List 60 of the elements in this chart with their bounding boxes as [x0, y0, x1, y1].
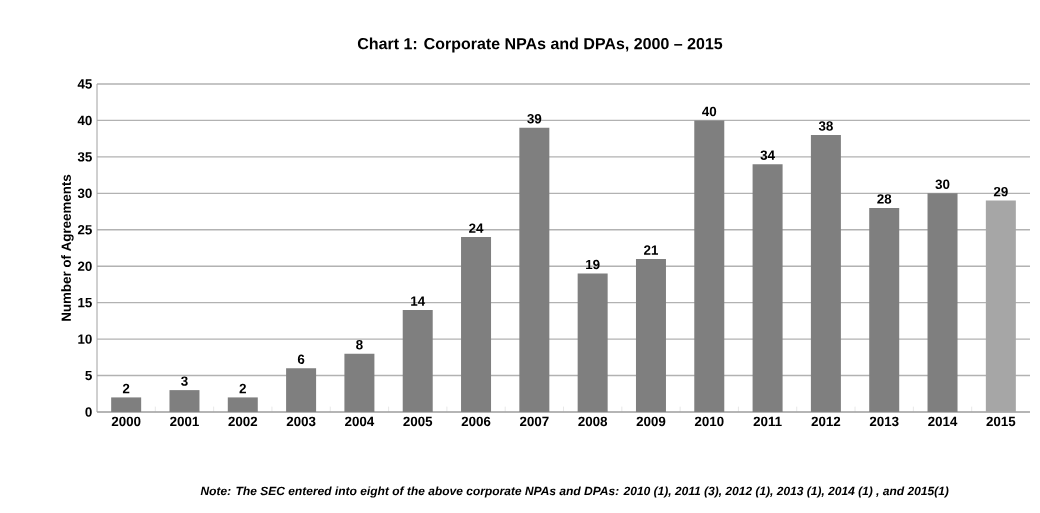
data-label: 8: [356, 339, 363, 350]
x-tick-label: 2005: [403, 416, 433, 427]
data-label: 2: [239, 383, 246, 394]
data-label: 29: [993, 186, 1008, 197]
x-tick-label: 2006: [461, 416, 491, 427]
bar: [169, 390, 200, 412]
data-label: 38: [818, 121, 833, 131]
bar: [519, 127, 550, 412]
x-tick-label: 2001: [170, 416, 199, 427]
data-label: 6: [297, 354, 305, 364]
x-tick-label: 2012: [811, 416, 841, 427]
data-label: 40: [702, 106, 717, 117]
data-label: 34: [760, 150, 775, 160]
bar: [927, 193, 958, 412]
y-tick-label: 0: [85, 407, 92, 417]
text: Note: The SEC entered into eight of the above corporate NPAs and DPAs: 2010 (1), 2011 (3), 2012 (1), 2013 (1), 2014 (1) , and 2015(1): [200, 486, 949, 498]
bar: [344, 353, 375, 412]
data-label: 28: [877, 194, 892, 204]
bar: [810, 135, 841, 412]
data-label: 21: [644, 245, 659, 255]
x-tick-label: 2000: [111, 416, 141, 427]
y-tick-label: 15: [78, 298, 92, 308]
bar: [227, 397, 258, 412]
y-tick-label: 30: [77, 188, 92, 199]
y-tick-label: 25: [77, 225, 92, 235]
bar: [461, 237, 492, 412]
x-tick-label: 2008: [578, 416, 608, 427]
chart-title: Chart 1: Corporate NPAs and DPAs, 2000 – 2015: [357, 37, 723, 53]
x-tick-label: 2010: [694, 416, 724, 427]
x-tick-label: 2015: [986, 416, 1016, 427]
bar: [111, 397, 142, 412]
x-tick-label: 2004: [345, 416, 375, 427]
y-axis-title: Number of Agreements: [61, 174, 74, 321]
bar: [869, 207, 900, 412]
bar: [635, 258, 666, 412]
x-tick-label: 2011: [753, 416, 782, 427]
x-tick-label: 2007: [519, 416, 549, 427]
data-label: 2: [122, 383, 130, 394]
y-tick-label: 5: [85, 370, 92, 381]
x-tick-label: 2003: [286, 416, 316, 427]
bar: [694, 120, 725, 412]
y-tick-label: 20: [77, 261, 92, 271]
bar: [402, 309, 433, 412]
bar: [286, 368, 317, 412]
bar: [752, 164, 783, 412]
x-tick-label: 2002: [228, 416, 258, 427]
y-tick-label: 10: [78, 334, 92, 344]
x-tick-label: 2013: [869, 416, 899, 427]
data-label: 3: [181, 376, 188, 386]
x-tick-label: 2014: [928, 416, 958, 427]
data-label: 30: [935, 179, 950, 190]
bar: [577, 273, 608, 412]
y-tick-label: 40: [77, 115, 92, 126]
data-label: 14: [411, 296, 426, 306]
data-label: 24: [469, 223, 484, 233]
y-tick-label: 45: [77, 79, 92, 89]
y-tick-label: 35: [77, 152, 92, 162]
data-label: 39: [527, 114, 542, 124]
data-label: 19: [586, 259, 600, 270]
x-tick-label: 2009: [636, 416, 666, 427]
